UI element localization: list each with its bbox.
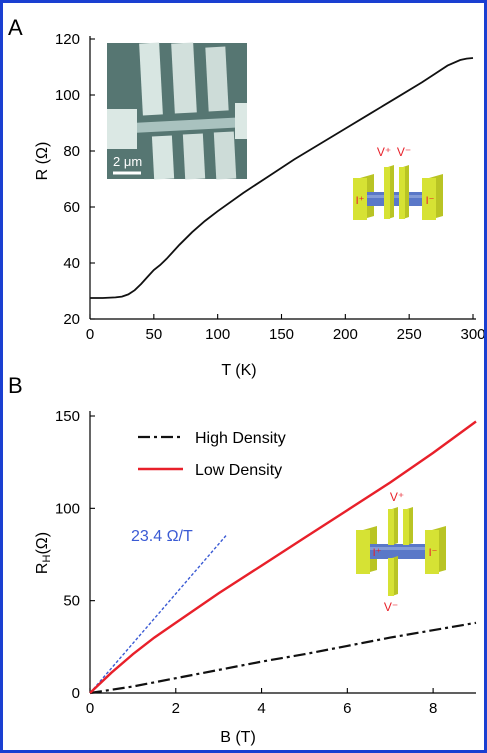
panel-b-x-tick-label: 8 xyxy=(429,700,437,717)
i-minus-label: I⁻ xyxy=(426,195,435,207)
channel xyxy=(367,192,422,206)
panel-b-x-tick-label: 0 xyxy=(86,700,94,717)
panel-b-y-label: RH(Ω) xyxy=(34,532,53,574)
current-pad-right xyxy=(422,178,436,220)
panel-a-x-tick-label: 0 xyxy=(86,326,94,343)
legend: High Density Low Density xyxy=(138,430,286,479)
voltage-probe-plus xyxy=(388,509,394,545)
sem-pad xyxy=(205,46,229,112)
panel-b-y-tick-label: 0 xyxy=(72,685,80,702)
panel-b-y-tick-label: 150 xyxy=(55,408,80,425)
high-density-curve xyxy=(89,621,477,695)
panel-b: B 0 2 4 6 8 0 50 100 150 23.4 Ω/T High Density … xyxy=(8,373,477,746)
v-plus-label: V⁺ xyxy=(377,145,391,159)
voltage-probe-minus xyxy=(388,558,394,596)
sem-ribbon xyxy=(113,117,247,134)
panel-b-x-tick-label: 4 xyxy=(257,700,265,717)
sem-pad xyxy=(139,42,163,116)
legend-label-high: High Density xyxy=(195,430,286,447)
voltage-probe-minus xyxy=(399,167,405,219)
sem-pad xyxy=(171,42,197,114)
v-minus-label: V⁻ xyxy=(397,145,411,159)
i-plus-label: I⁺ xyxy=(356,195,365,207)
i-minus-label: I⁻ xyxy=(429,547,438,559)
panel-b-x-tick-label: 2 xyxy=(172,700,180,717)
legend-label-low: Low Density xyxy=(195,462,282,479)
panel-a-y-label: R (Ω) xyxy=(34,142,51,181)
panel-a-x-label: T (K) xyxy=(221,362,256,379)
panel-a-y-tick-label: 20 xyxy=(63,311,80,328)
panel-b-x-ticks: 0 2 4 6 8 xyxy=(86,688,437,717)
panel-a-x-tick-label: 200 xyxy=(333,326,358,343)
panel-b-letter: B xyxy=(8,373,23,398)
panel-b-y-tick-label: 100 xyxy=(55,500,80,517)
panel-b-x-tick-label: 6 xyxy=(343,700,351,717)
v-plus-label: V⁺ xyxy=(390,490,404,504)
sem-pad xyxy=(213,131,237,180)
panel-a: A 0 50 100 150 200 250 300 20 40 60 80 100 120 T (K… xyxy=(8,15,484,379)
panel-a-y-tick-label: 100 xyxy=(55,87,80,104)
panel-a-x-tick-label: 250 xyxy=(397,326,422,343)
panel-a-resistance-curve xyxy=(90,57,474,299)
device-schematic-a: V⁺ V⁻ I⁺ I⁻ xyxy=(353,145,443,220)
low-density-curve xyxy=(89,420,477,694)
svg-text:RH(Ω): RH(Ω) xyxy=(34,532,53,574)
panel-b-x-label: B (T) xyxy=(220,729,256,746)
sem-pad xyxy=(235,103,247,139)
panel-a-x-ticks: 0 50 100 150 200 250 300 xyxy=(86,314,484,343)
i-plus-label: I⁺ xyxy=(373,547,382,559)
sem-pad xyxy=(182,133,206,180)
panel-b-y-ticks: 0 50 100 150 xyxy=(55,408,95,702)
panel-a-x-tick-label: 300 xyxy=(460,326,484,343)
panel-a-x-tick-label: 50 xyxy=(145,326,162,343)
scale-bar-label: 2 μm xyxy=(113,154,142,169)
panel-a-letter: A xyxy=(8,15,23,40)
panel-a-y-tick-label: 120 xyxy=(55,31,80,48)
panel-b-y-tick-label: 50 xyxy=(63,593,80,610)
panel-a-y-tick-label: 40 xyxy=(63,255,80,272)
device-schematic-b: V⁺ V⁻ I⁺ I⁻ xyxy=(356,490,446,614)
sem-micrograph-inset: 2 μm xyxy=(107,42,247,180)
sem-pad xyxy=(107,109,137,149)
current-pad-right xyxy=(425,530,439,574)
panel-a-y-tick-label: 80 xyxy=(63,143,80,160)
voltage-probe-plus xyxy=(384,167,390,219)
current-pad-left xyxy=(356,530,370,574)
panel-a-x-tick-label: 150 xyxy=(269,326,294,343)
sem-pad xyxy=(151,135,175,180)
v-minus-label: V⁻ xyxy=(384,600,398,614)
slope-label: 23.4 Ω/T xyxy=(131,528,193,545)
panel-a-x-tick-label: 100 xyxy=(205,326,230,343)
current-pad-left xyxy=(353,178,367,220)
panel-a-y-ticks: 20 40 60 80 100 120 xyxy=(55,31,95,328)
slope-fit-line xyxy=(89,533,228,694)
panel-a-y-tick-label: 60 xyxy=(63,199,80,216)
